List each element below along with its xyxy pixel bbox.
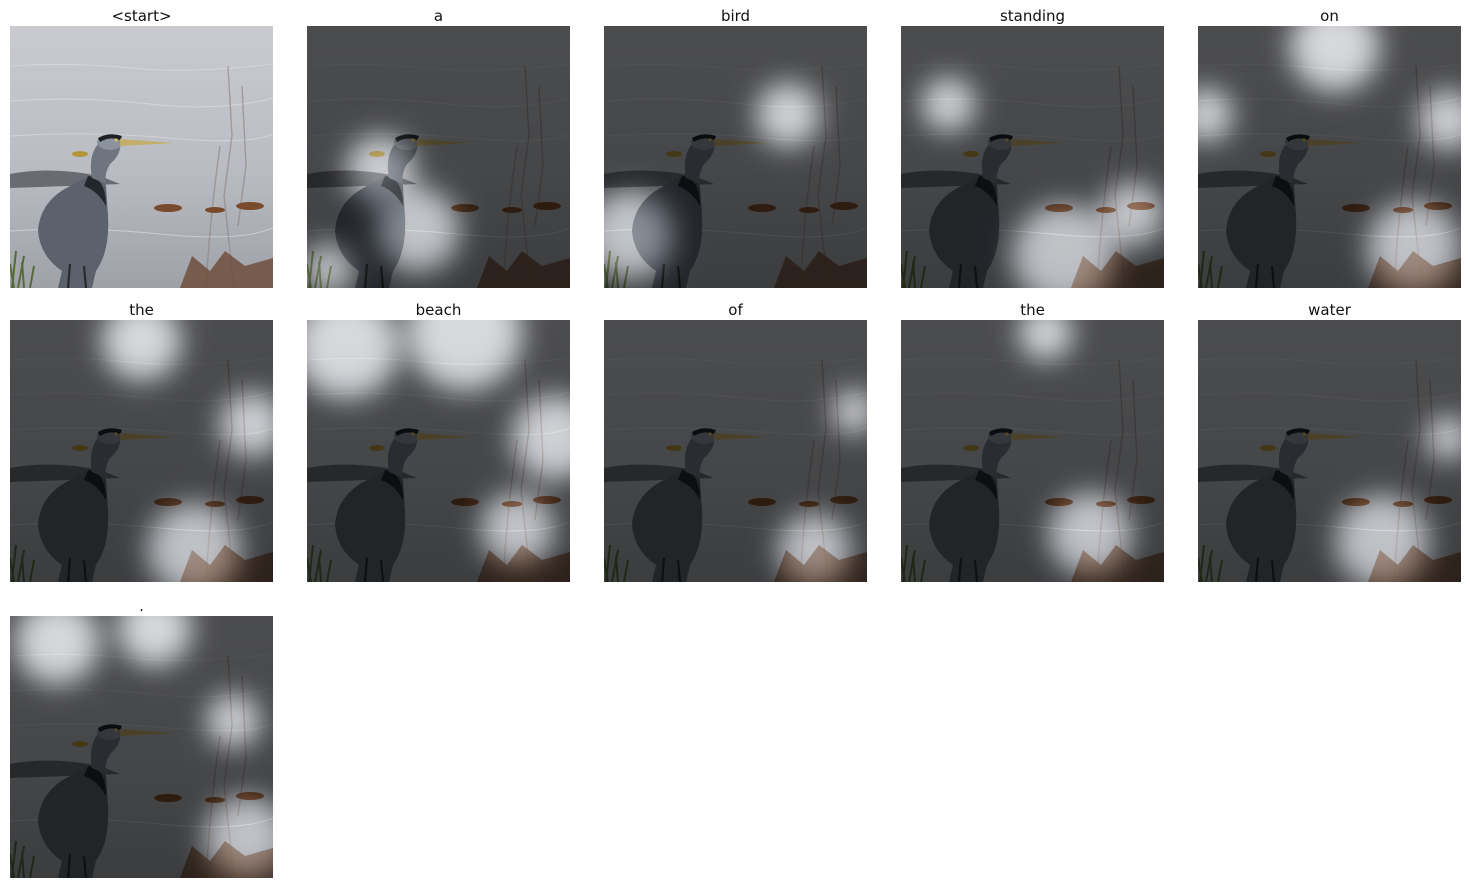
attention-panel: bird [604, 6, 867, 288]
attention-panel: <start> [10, 6, 273, 288]
heron-attention-image [604, 26, 867, 288]
attention-panel: standing [901, 6, 1164, 288]
attention-panel: beach [307, 300, 570, 582]
heron-attention-image [604, 320, 867, 582]
panel-word-title: the [129, 301, 154, 319]
heron-attention-image [10, 616, 273, 878]
heron-attention-image [901, 320, 1164, 582]
heron-attention-image [10, 26, 273, 288]
heron-attention-image [307, 320, 570, 582]
panel-word-title: on [1320, 7, 1339, 25]
attention-panel: . [10, 596, 273, 878]
panel-word-title: bird [720, 7, 751, 25]
attention-panel: of [604, 300, 867, 582]
panel-word-title: standing [999, 7, 1066, 25]
heron-attention-image [307, 26, 570, 288]
panel-word-title: <start> [111, 7, 172, 25]
panel-word-title: . [139, 597, 144, 615]
heron-attention-image [1198, 320, 1461, 582]
heron-attention-image [10, 320, 273, 582]
panel-word-title: water [1308, 301, 1351, 319]
panel-word-title: of [728, 301, 743, 319]
heron-attention-image [1198, 26, 1461, 288]
attention-panel: a [307, 6, 570, 288]
panel-word-title: a [433, 7, 444, 25]
panel-word-title: beach [415, 301, 462, 319]
attention-panel: water [1198, 300, 1461, 582]
panel-word-title: the [1020, 301, 1045, 319]
attention-panel: the [10, 300, 273, 582]
heron-attention-image [901, 26, 1164, 288]
attention-panel: on [1198, 6, 1461, 288]
attention-panel: the [901, 300, 1164, 582]
